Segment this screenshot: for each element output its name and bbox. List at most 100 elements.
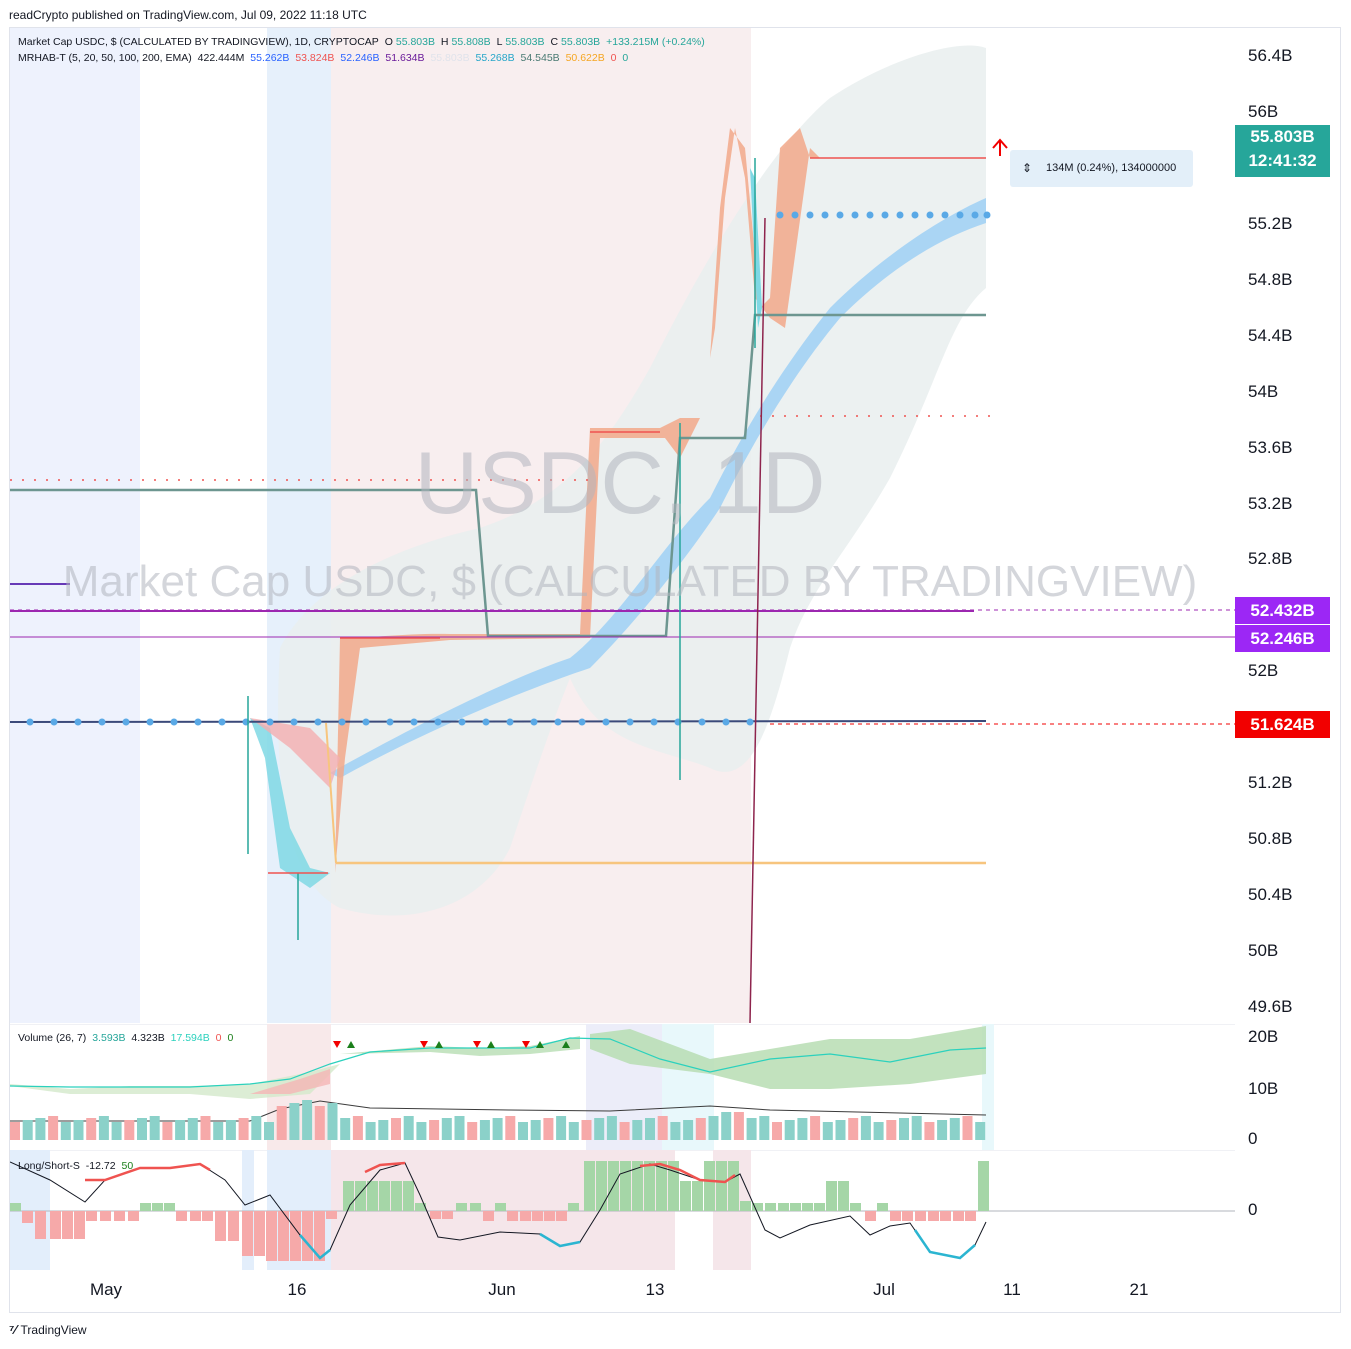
volume-band-mixed: [10, 1064, 340, 1099]
volume-bar: [479, 1120, 490, 1140]
indicator-v9: 50.622B: [565, 52, 605, 64]
longshort-bar: [728, 1161, 739, 1211]
volume-axis-label: 20B: [1248, 1027, 1279, 1046]
volume-bar: [568, 1122, 579, 1140]
longshort-blue-seg-3: [913, 1229, 976, 1260]
longshort-bar: [140, 1203, 151, 1211]
price-axis-label: 54B: [1248, 382, 1279, 401]
longshort-bar: [644, 1161, 655, 1211]
longshort-bar: [100, 1211, 111, 1221]
measure-tooltip[interactable]: ⇕ 134M (0.24%), 134000000: [1010, 150, 1193, 187]
price-axis-label: 55.2B: [1248, 214, 1293, 233]
price-pane[interactable]: USDC, 1D Market Cap USDC, $ (CALCULATED …: [10, 28, 1235, 1023]
open-value: 55.803B: [395, 36, 435, 48]
volume-bar: [467, 1122, 478, 1140]
longshort-bar: [814, 1203, 825, 1211]
volume-bar: [238, 1118, 249, 1140]
indicator-v1: 422.444M: [197, 52, 245, 64]
step-line-gray: [10, 313, 986, 638]
volume-bar: [251, 1116, 262, 1140]
volume-bar: [543, 1118, 554, 1140]
candles: [247, 158, 756, 940]
time-axis-label: Jul: [873, 1280, 895, 1299]
indicator-v8: 54.545B: [520, 52, 560, 64]
watermark-description: Market Cap USDC, $ (CALCULATED BY TRADIN…: [63, 557, 1197, 606]
longshort-legend: Long/Short-S -12.72 50: [18, 1160, 136, 1172]
longshort-bar: [114, 1211, 125, 1221]
price-axis-label: 54.4B: [1248, 326, 1293, 345]
longshort-bar: [242, 1211, 253, 1256]
longshort-bar: [74, 1211, 85, 1239]
longshort-bar: [343, 1181, 354, 1211]
longshort-bar: [302, 1211, 313, 1261]
longshort-bar: [680, 1181, 691, 1211]
volume-pane[interactable]: [10, 1024, 1235, 1150]
volume-bar: [200, 1116, 211, 1140]
longshort-bar: [442, 1211, 453, 1219]
high-value: 55.808B: [451, 36, 491, 48]
volume-bar: [835, 1120, 846, 1140]
longshort-bar: [391, 1181, 402, 1211]
indicator-v6: 55.803B: [430, 52, 470, 64]
volume-bar: [670, 1122, 681, 1140]
longshort-bar: [556, 1211, 567, 1221]
volume-v4: 0: [215, 1032, 222, 1044]
volume-bar: [886, 1120, 897, 1140]
longshort-red-seg-3: [639, 1162, 736, 1184]
longshort-bar: [164, 1203, 175, 1211]
longshort-red-seg-1: [85, 1162, 211, 1182]
volume-bar: [759, 1116, 770, 1140]
watermark-symbol: USDC, 1D: [415, 433, 826, 532]
longshort-bar: [50, 1211, 61, 1239]
longshort-bar: [692, 1181, 703, 1211]
volume-bar: [137, 1118, 147, 1140]
volume-bar: [746, 1118, 757, 1140]
price-axis-label: 56.4B: [1248, 46, 1293, 65]
close-label: C: [550, 36, 559, 48]
longshort-bar: [10, 1203, 21, 1211]
volume-ma-dark: [10, 1100, 987, 1122]
longshort-bar: [228, 1211, 239, 1241]
volume-bar: [937, 1120, 948, 1140]
longshort-pane[interactable]: [10, 1150, 1235, 1270]
volume-bar: [391, 1118, 401, 1140]
volume-bar: [73, 1120, 84, 1140]
publisher-header: readCrypto published on TradingView.com,…: [9, 8, 367, 22]
maroon-vertical: [749, 217, 766, 1023]
chart-frame: [9, 27, 1341, 1313]
longshort-bar: [190, 1211, 201, 1221]
volume-bar: [924, 1122, 935, 1140]
volume-bar: [556, 1116, 567, 1140]
longshort-bar: [752, 1203, 763, 1211]
volume-bar: [949, 1118, 960, 1140]
longshort-v2: 50: [121, 1160, 134, 1172]
longshort-bar: [778, 1203, 789, 1211]
volume-bar: [22, 1120, 33, 1140]
volume-bar: [378, 1120, 389, 1140]
volume-bar: [581, 1120, 592, 1140]
volume-bar: [289, 1103, 300, 1140]
volume-v5: 0: [227, 1032, 234, 1044]
price-axis-label: 51.2B: [1248, 773, 1293, 792]
level-b-tag: 52.246B: [1235, 625, 1330, 652]
level-c-tag: 51.624B: [1235, 711, 1330, 738]
volume-bar: [873, 1122, 884, 1140]
longshort-name: Long/Short-S: [18, 1160, 80, 1172]
volume-bar: [441, 1118, 452, 1140]
volume-bar: [365, 1122, 376, 1140]
volume-bar: [86, 1118, 97, 1140]
main-legend: Market Cap USDC, $ (CALCULATED BY TRADIN…: [18, 36, 708, 48]
longshort-bar: [740, 1201, 751, 1211]
volume-bar: [619, 1122, 630, 1140]
longshort-bar: [802, 1203, 813, 1211]
volume-name: Volume (26, 7): [18, 1032, 87, 1044]
price-axis-label: 50.4B: [1248, 885, 1293, 904]
longshort-bar: [22, 1211, 33, 1223]
volume-bar: [492, 1118, 503, 1140]
indicator-name: MRHAB-T (5, 20, 50, 100, 200, EMA): [18, 52, 192, 64]
price-axis-label: 54.8B: [1248, 270, 1293, 289]
volume-bar: [352, 1116, 363, 1140]
volume-bar: [606, 1116, 617, 1140]
volume-bar: [975, 1122, 986, 1140]
low-value: 55.803B: [505, 36, 545, 48]
